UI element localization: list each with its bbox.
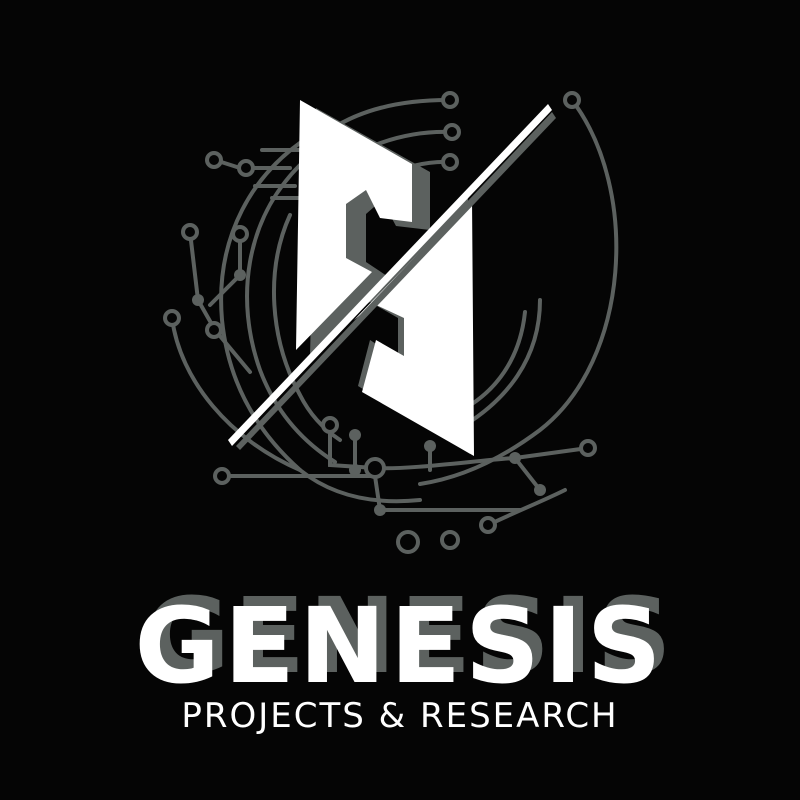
brand-tagline: PROJECTS & RESEARCH — [181, 696, 619, 736]
brand-wordmark: GENESIS GENESIS — [0, 581, 800, 701]
logo-mark — [163, 91, 619, 554]
circuit-solder-points — [192, 269, 546, 516]
brand-name-shadow: GENESIS — [144, 575, 676, 697]
brand-name: GENESIS — [134, 585, 666, 707]
circuit-nodes — [163, 91, 597, 554]
logo-s-mark-icon — [228, 100, 556, 456]
